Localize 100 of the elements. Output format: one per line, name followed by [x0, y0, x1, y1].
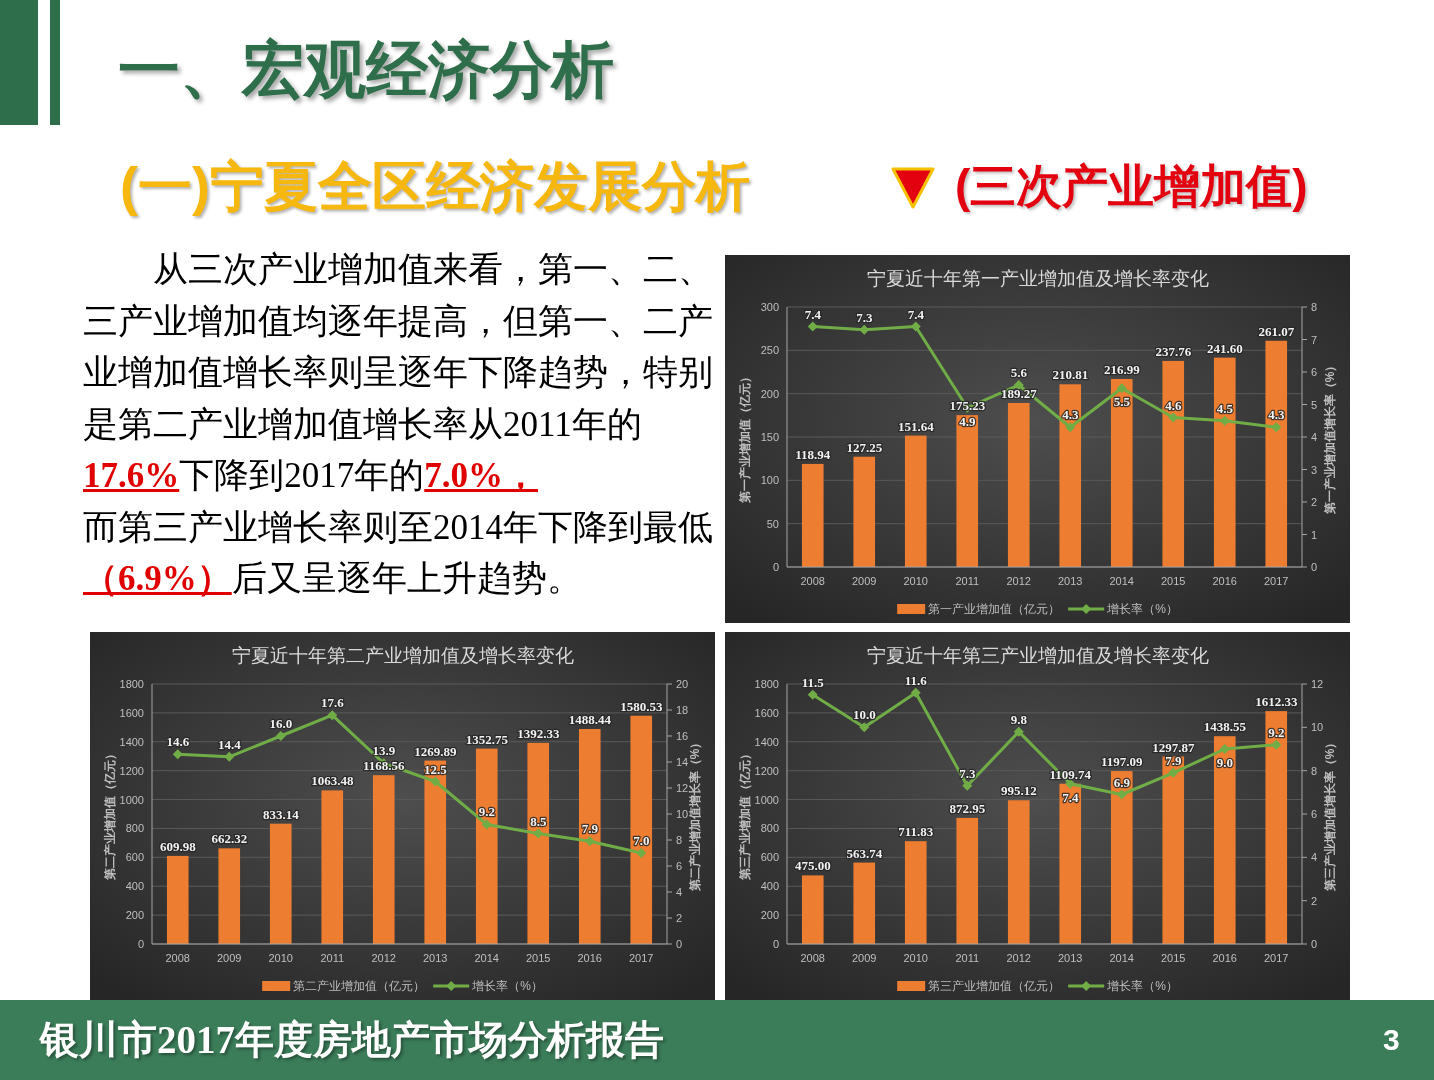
- data-label: 17.6: [320, 695, 345, 711]
- x-tick-label: 2012: [1006, 575, 1031, 587]
- bar: [424, 760, 447, 944]
- point: [430, 776, 441, 787]
- data-label: 7.9: [581, 821, 599, 837]
- data-label: 1197.09: [1100, 754, 1144, 770]
- data-label: 7.9: [1165, 752, 1182, 768]
- text: 后又呈逐年上升趋势。: [231, 559, 582, 598]
- point: [584, 836, 595, 847]
- data-label: 1392.33: [517, 725, 560, 741]
- point: [224, 751, 235, 762]
- point: [1168, 767, 1179, 778]
- data-label: 9.0: [1216, 755, 1233, 770]
- data-label: 5.6: [1010, 365, 1028, 380]
- text: 17.6%: [83, 456, 180, 495]
- bar: [166, 855, 189, 944]
- data-label: 1352.75: [465, 731, 509, 747]
- data-label: 1488.44: [568, 712, 612, 727]
- y-tick-label: 150: [760, 431, 779, 443]
- point: [807, 689, 818, 700]
- bar: [269, 823, 292, 944]
- y-tick-label: 1000: [754, 793, 779, 806]
- bar: [956, 415, 979, 567]
- data-label: 11.5: [801, 674, 825, 690]
- x-tick-label: 2009: [217, 952, 242, 964]
- data-label: 151.64: [897, 418, 935, 434]
- text: 从三次产业增加值来看，第一、二、三产业增加值均逐年提高，但第一、二产业增加值增长率则呈逐年下降趋势，特别是第二产业增加值增长率从2011年的: [83, 250, 713, 444]
- bar: [630, 715, 653, 944]
- text: (一)宁夏全区经济发展分析: [120, 155, 750, 218]
- x-tick-label: 2014: [1109, 575, 1134, 587]
- y-axis-title: 第一产业增加值（亿元）: [738, 371, 752, 504]
- point: [327, 710, 338, 721]
- y-axis-title: 第二产业增加值（亿元）: [103, 748, 117, 881]
- y2-tick-label: 2: [676, 912, 683, 924]
- data-label: 1438.55: [1203, 719, 1247, 735]
- bar: [904, 435, 927, 567]
- point: [1168, 412, 1179, 423]
- x-tick-label: 2015: [526, 952, 551, 964]
- text: 银川市2017年度房地产市场分析报告: [40, 1017, 664, 1063]
- y2-tick-label: 1: [1311, 528, 1318, 541]
- data-label: 261.07: [1258, 323, 1295, 339]
- data-label: 7.4: [1062, 789, 1079, 805]
- data-label: 475.00: [794, 858, 831, 874]
- y-tick-label: 1000: [119, 793, 144, 806]
- y-tick-label: 1400: [119, 735, 144, 748]
- x-tick-label: 2016: [1212, 575, 1237, 587]
- point: [1116, 789, 1127, 800]
- x-tick-label: 2016: [577, 952, 602, 964]
- data-label: 6.9: [1113, 774, 1131, 790]
- point: [1116, 383, 1127, 394]
- x-tick-label: 2011: [955, 575, 980, 587]
- y-tick-label: 0: [137, 938, 144, 950]
- y2-tick-label: 0: [1311, 938, 1318, 950]
- data-label: 237.76: [1155, 343, 1192, 359]
- x-tick-label: 2008: [800, 952, 825, 964]
- y-tick-label: 600: [125, 851, 144, 864]
- data-label: 9.2: [478, 804, 495, 820]
- bar: [853, 456, 876, 567]
- data-label: 4.3: [1268, 407, 1285, 423]
- legend-label: 第二产业增加值（亿元）: [293, 979, 426, 993]
- y-tick-label: 0: [772, 561, 779, 573]
- data-label: 8.5: [530, 813, 547, 829]
- y-tick-label: 50: [766, 517, 779, 530]
- data-label: 711.83: [898, 824, 934, 840]
- data-label: 1297.87: [1152, 739, 1195, 755]
- y2-tick-label: 6: [676, 860, 683, 872]
- legend-label: 增长率（%）: [1106, 602, 1178, 616]
- point: [910, 687, 921, 698]
- point: [1271, 422, 1282, 433]
- data-label: 1580.53: [620, 698, 663, 714]
- bar: [1059, 384, 1082, 567]
- y2-tick-label: 10: [1311, 721, 1324, 734]
- x-tick-label: 2017: [1264, 952, 1289, 964]
- y2-tick-label: 0: [1311, 561, 1318, 573]
- legend-label: 第一产业增加值（亿元）: [928, 602, 1061, 616]
- x-tick-label: 2017: [1264, 575, 1289, 587]
- y-tick-label: 1200: [119, 764, 144, 777]
- data-label: 7.3: [856, 309, 873, 325]
- y2-tick-label: 10: [676, 808, 689, 820]
- x-tick-label: 2012: [1006, 952, 1031, 964]
- data-label: 7.0: [633, 833, 650, 848]
- y-tick-label: 1400: [754, 735, 779, 748]
- y2-axis-title: 第一产业增加值增长率（%）: [1323, 359, 1337, 516]
- point: [636, 848, 647, 858]
- x-tick-label: 2011: [955, 952, 980, 964]
- point: [910, 321, 921, 332]
- y2-tick-label: 12: [676, 782, 689, 794]
- y-tick-label: 200: [760, 909, 779, 922]
- bar: [1213, 357, 1236, 567]
- data-label: 5.5: [1113, 394, 1131, 410]
- bar: [372, 775, 395, 944]
- x-tick-label: 2013: [1058, 575, 1083, 587]
- bar: [527, 742, 550, 944]
- x-tick-label: 2014: [1109, 952, 1134, 964]
- bar: [1265, 340, 1288, 567]
- y2-tick-label: 3: [1311, 463, 1318, 476]
- point: [859, 722, 870, 733]
- data-label: 4.6: [1165, 397, 1182, 413]
- y2-tick-label: 8: [1311, 764, 1318, 777]
- x-tick-label: 2017: [629, 952, 654, 964]
